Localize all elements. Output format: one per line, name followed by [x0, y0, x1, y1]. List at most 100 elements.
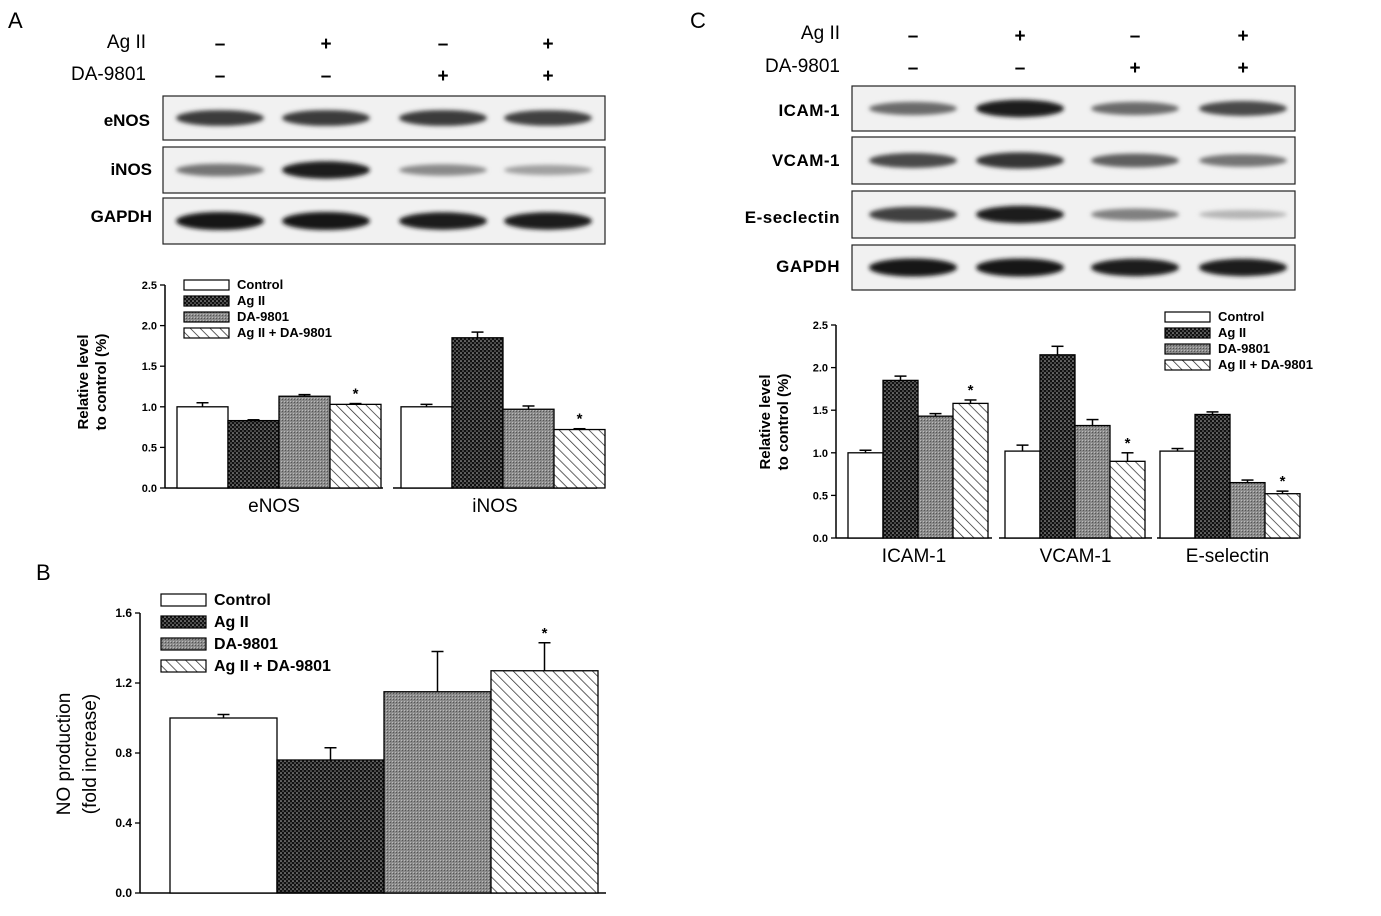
blot-band: [1199, 210, 1287, 219]
legend-swatch-ag-ii: [160, 615, 207, 629]
y-tick-label: 2.0: [142, 321, 157, 333]
blot-band: [1091, 153, 1179, 168]
blot-label-e-seclectin: E-seclectin: [745, 208, 840, 227]
blot-band: [282, 212, 370, 230]
bar-ag-ii-da-9801: [490, 670, 599, 894]
blot-label-gapdh: GAPDH: [776, 257, 840, 276]
legend-label-ag-ii: Ag II: [237, 293, 265, 308]
chart-b-bar-chart: NO production (fold increase) 0.0 0.4 0.8 1…: [54, 592, 606, 900]
panel-a-western-blots: eNOS iNOS GAPDH: [91, 95, 606, 245]
blot-band: [282, 110, 370, 126]
blot-band: [869, 206, 957, 223]
legend-label-ag-ii-da-9801: Ag II + DA-9801: [1218, 357, 1313, 372]
y-tick-label: 0.5: [142, 442, 157, 454]
treatment-sign: –: [908, 58, 919, 79]
y-tick-label: 1.5: [142, 361, 157, 373]
blot-band: [1091, 258, 1179, 277]
legend-swatch-ag-ii-da-9801: [183, 327, 230, 339]
legend-swatch-da-9801: [183, 311, 230, 323]
legend-swatch-control: [160, 593, 207, 607]
bar-ag-ii: [276, 759, 385, 894]
bar-control: [847, 452, 884, 539]
bar-ag-ii-da-9801: [952, 402, 989, 539]
y-tick-label: 1.0: [142, 402, 157, 414]
legend-swatch-control: [1164, 311, 1211, 323]
blot-band: [976, 152, 1064, 169]
blot-band: [1091, 208, 1179, 221]
significance-marker: *: [1280, 473, 1286, 490]
y-tick-label: 0.0: [115, 886, 132, 900]
bar-ag-ii: [882, 379, 919, 539]
bar-control: [176, 406, 229, 489]
blot-band: [176, 163, 264, 177]
blot-band: [1199, 101, 1287, 116]
legend-label-da-9801: DA-9801: [237, 309, 289, 324]
blot-label-enos: eNOS: [104, 111, 150, 130]
x-category-label-vcam-1: VCAM-1: [1040, 546, 1112, 567]
bar-ag-ii: [1194, 413, 1231, 539]
legend-label-ag-ii: Ag II: [214, 614, 249, 631]
bar-control: [400, 406, 453, 489]
bar-ag-ii-da-9801: [1264, 493, 1301, 539]
bar-da-9801: [1229, 481, 1266, 539]
bar-da-9801: [917, 415, 954, 539]
panel-c-treatment-table: Ag II – + – + DA-9801 – – + +: [765, 23, 1249, 79]
blot-band: [1199, 154, 1287, 167]
bar-control: [1159, 450, 1196, 539]
x-category-label-e-selectin: E-selectin: [1186, 546, 1269, 567]
chart-a-y-axis-label-line1: Relative level: [75, 334, 92, 429]
x-category-label-enos: eNOS: [248, 496, 300, 517]
bar-control: [169, 717, 278, 894]
bar-da-9801: [278, 395, 331, 489]
y-tick-label: 0.4: [115, 816, 132, 830]
legend-swatch-da-9801: [1164, 343, 1211, 355]
legend-label-da-9801: DA-9801: [214, 636, 278, 653]
x-category-label-icam-1: ICAM-1: [882, 546, 946, 567]
treatment-sign: +: [1129, 58, 1140, 79]
y-tick-label: 2.5: [813, 320, 828, 332]
legend-swatch-ag-ii: [1164, 327, 1211, 339]
treatment-sign: –: [438, 34, 449, 55]
blot-band: [399, 164, 487, 176]
bar-ag-ii: [1039, 354, 1076, 539]
blot-band: [504, 212, 592, 230]
blot-band: [976, 205, 1064, 224]
significance-marker: *: [353, 386, 359, 403]
blot-band: [869, 101, 957, 116]
blot-band: [176, 212, 264, 230]
blot-label-vcam-1: VCAM-1: [772, 151, 840, 170]
bar-ag-ii-da-9801: [329, 403, 382, 489]
legend-swatch-da-9801: [160, 637, 207, 651]
significance-marker: *: [542, 625, 548, 642]
treatment-label-da-9801: DA-9801: [765, 56, 840, 77]
treatment-sign: +: [1237, 58, 1248, 79]
panel-c-letter: C: [690, 8, 706, 33]
legend-swatch-ag-ii-da-9801: [160, 659, 207, 673]
panel-a-letter: A: [8, 8, 23, 33]
treatment-sign: +: [542, 66, 553, 87]
treatment-label-ag-ii: Ag II: [107, 32, 146, 53]
y-tick-label: 0.0: [813, 533, 828, 545]
treatment-label-ag-ii: Ag II: [801, 23, 840, 44]
legend-label-control: Control: [237, 277, 283, 292]
panel-a-treatment-table: Ag II – + – + DA-9801 – – + +: [71, 32, 554, 87]
y-tick-label: 2.5: [142, 280, 157, 292]
treatment-sign: +: [542, 34, 553, 55]
y-tick-label: 1.6: [115, 606, 132, 620]
bar-ag-ii-da-9801: [1109, 460, 1146, 539]
treatment-sign: –: [321, 66, 332, 87]
treatment-sign: –: [215, 66, 226, 87]
blot-band: [1091, 101, 1179, 116]
blot-band: [176, 110, 264, 126]
blot-band: [1199, 258, 1287, 277]
bar-control: [1004, 450, 1041, 539]
y-tick-label: 0.0: [142, 483, 157, 495]
treatment-sign: –: [908, 26, 919, 47]
blot-label-icam-1: ICAM-1: [778, 101, 840, 120]
legend-swatch-ag-ii-da-9801: [1164, 359, 1211, 371]
panel-b-letter: B: [36, 560, 51, 585]
treatment-sign: –: [1015, 58, 1026, 79]
blot-band: [399, 212, 487, 230]
blot-band: [504, 110, 592, 126]
